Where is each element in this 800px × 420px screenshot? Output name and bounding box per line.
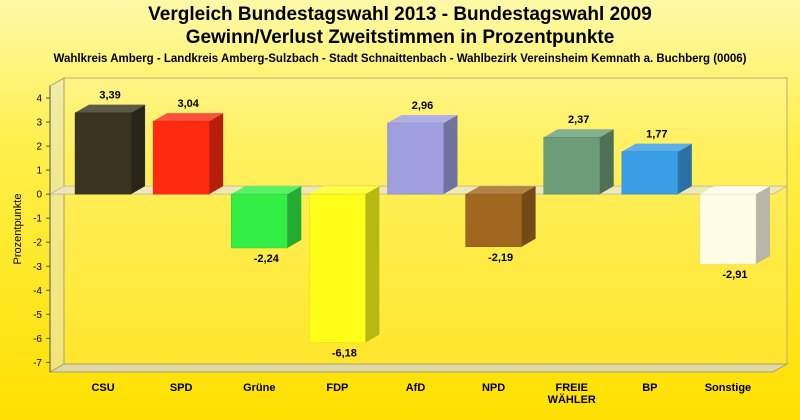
bar-side [521,186,536,247]
y-tick-label: 2 [36,142,42,153]
bar [231,193,288,249]
y-tick-label: 3 [36,118,42,129]
y-tick-label: 1 [36,166,42,177]
data-label: -2,24 [254,253,280,265]
x-tick-label: WÄHLER [548,393,596,406]
data-label: -6,18 [332,348,357,360]
y-tick-label: -5 [33,310,42,321]
data-label: 3,04 [177,98,199,110]
data-label: 2,96 [412,100,433,112]
bar-top [699,186,770,195]
data-label: 2,37 [568,114,589,126]
bar-top [153,113,224,122]
x-tick-label: SPD [170,382,193,394]
x-tick-label: NPD [482,382,505,394]
bar-top [231,186,302,195]
x-tick-label: FDP [326,382,348,394]
bar [309,193,366,343]
x-tick-label: BP [642,382,657,394]
bar-side [365,186,380,343]
x-tick-label: AfD [406,382,426,394]
x-tick-label: FREIE [556,382,588,394]
bar-side [599,129,614,195]
bar [152,120,210,195]
y-tick-label: -2 [33,238,42,249]
data-label: -2,91 [722,269,747,281]
chart-caption: Wahlkreis Amberg - Landkreis Amberg-Sulz… [53,53,747,65]
bar-side [287,186,302,248]
bar-top [621,143,692,152]
y-tick-label: -3 [33,262,42,273]
x-tick-label: Grüne [243,382,275,394]
data-label: 3,39 [99,90,120,102]
bar-side [131,104,146,195]
bar-top [465,186,536,195]
y-tick-label: -6 [33,334,42,345]
bar [543,136,600,195]
bar [387,122,444,195]
chart-title: Vergleich Bundestagswahl 2013 - Bundesta… [148,4,652,25]
y-tick-label: 0 [36,190,42,201]
y-tick-label: 4 [36,94,42,105]
bar-top [543,129,614,138]
y-axis-label: Prozentpunkte [12,194,24,265]
x-tick-label: Sonstige [705,382,751,394]
floor [48,363,789,373]
bar-side [755,186,770,265]
chart-subtitle: Gewinn/Verlust Zweitstimmen in Prozentpu… [185,27,615,48]
side-wall [49,77,65,373]
bar [621,151,679,195]
x-tick-label: CSU [91,382,114,394]
data-label: -2,19 [488,252,513,264]
data-label: 1,77 [646,129,667,141]
bar-top [75,104,146,113]
bar [465,193,522,248]
bar-side [443,115,458,195]
bar [699,193,757,265]
bar [74,112,132,195]
bar-top [309,186,380,195]
bar-side [209,113,224,195]
y-tick-label: -1 [33,214,42,225]
y-tick-label: -7 [33,358,42,369]
y-tick-label: -4 [33,286,42,297]
bar-top [387,115,458,124]
bar-side [677,143,692,195]
